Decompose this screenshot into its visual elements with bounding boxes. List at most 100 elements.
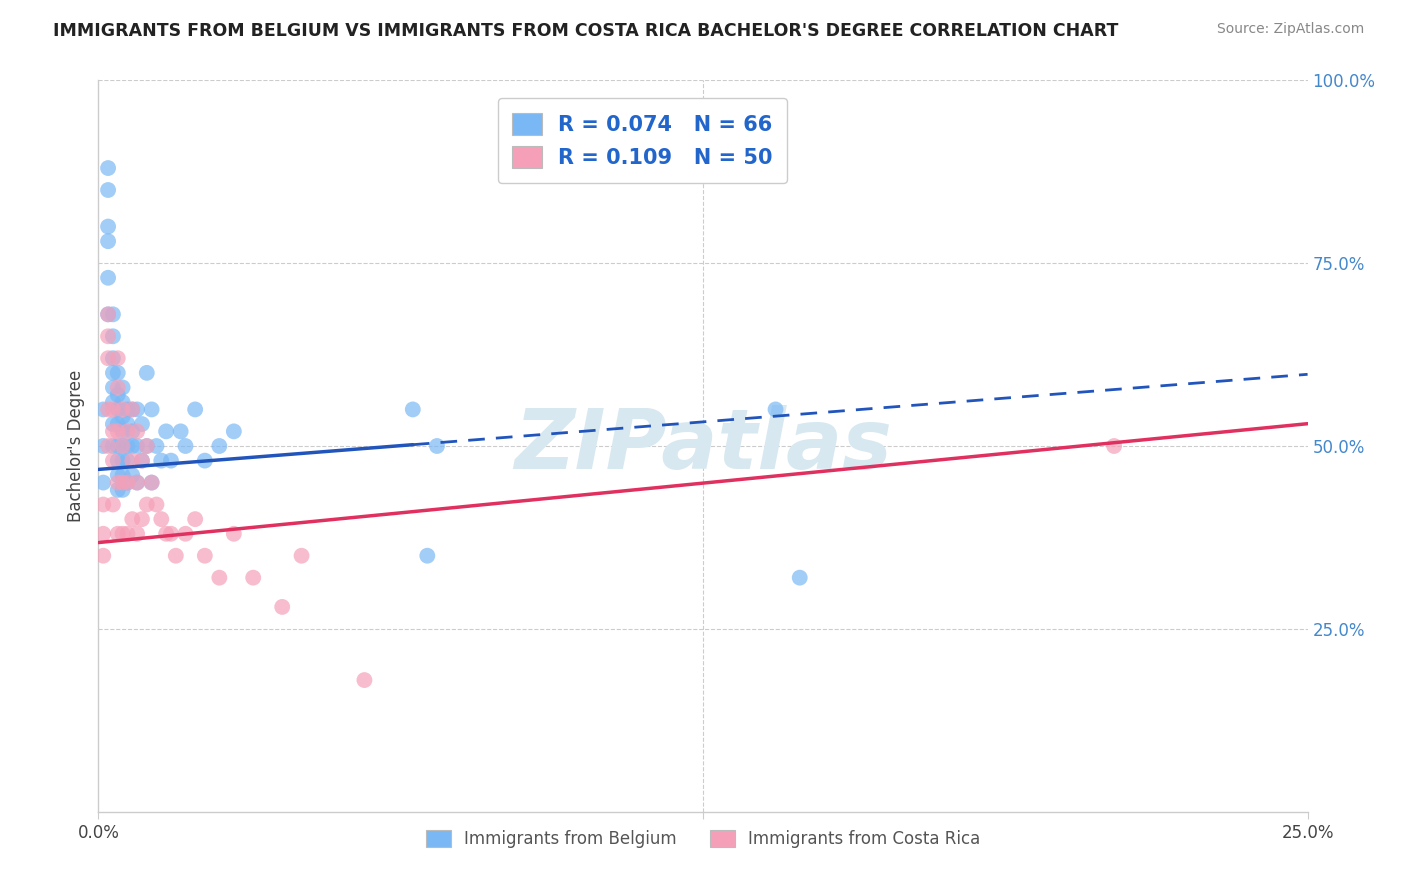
Point — [155, 425, 177, 439]
Point — [131, 417, 153, 431]
Point — [121, 453, 143, 467]
Point — [141, 402, 163, 417]
Point — [91, 526, 114, 541]
Point — [121, 512, 143, 526]
Point — [107, 483, 129, 497]
Point — [101, 351, 124, 366]
Point — [127, 425, 149, 439]
Point — [107, 417, 129, 431]
Point — [416, 549, 439, 563]
Point — [101, 380, 124, 394]
Point — [150, 453, 173, 467]
Point — [107, 380, 129, 394]
Point — [271, 599, 294, 614]
Point — [117, 475, 139, 490]
Point — [111, 409, 134, 424]
Point — [97, 183, 120, 197]
Point — [111, 526, 134, 541]
Point — [107, 439, 129, 453]
Point — [208, 571, 231, 585]
Point — [97, 219, 120, 234]
Point — [789, 571, 811, 585]
Point — [765, 402, 787, 417]
Point — [101, 425, 124, 439]
Point — [111, 395, 134, 409]
Point — [101, 498, 124, 512]
Point — [117, 402, 139, 417]
Point — [97, 161, 120, 175]
Point — [97, 234, 120, 248]
Point — [194, 549, 217, 563]
Point — [131, 512, 153, 526]
Point — [101, 329, 124, 343]
Point — [117, 417, 139, 431]
Point — [165, 549, 187, 563]
Point — [127, 475, 149, 490]
Point — [107, 468, 129, 483]
Point — [222, 425, 245, 439]
Point — [117, 439, 139, 453]
Point — [184, 402, 207, 417]
Point — [101, 395, 124, 409]
Point — [107, 366, 129, 380]
Point — [107, 453, 129, 467]
Point — [121, 425, 143, 439]
Point — [91, 439, 114, 453]
Point — [145, 498, 167, 512]
Text: IMMIGRANTS FROM BELGIUM VS IMMIGRANTS FROM COSTA RICA BACHELOR'S DEGREE CORRELAT: IMMIGRANTS FROM BELGIUM VS IMMIGRANTS FR… — [53, 22, 1119, 40]
Point — [131, 453, 153, 467]
Point — [97, 270, 120, 285]
Point — [111, 402, 134, 417]
Point — [111, 468, 134, 483]
Point — [111, 439, 134, 453]
Text: ZIPatlas: ZIPatlas — [515, 406, 891, 486]
Point — [97, 402, 120, 417]
Legend: Immigrants from Belgium, Immigrants from Costa Rica: Immigrants from Belgium, Immigrants from… — [419, 823, 987, 855]
Point — [97, 439, 120, 453]
Point — [111, 380, 134, 394]
Point — [111, 475, 134, 490]
Point — [101, 366, 124, 380]
Point — [91, 402, 114, 417]
Point — [121, 439, 143, 453]
Point — [117, 526, 139, 541]
Point — [121, 468, 143, 483]
Point — [242, 571, 264, 585]
Point — [101, 417, 124, 431]
Point — [91, 549, 114, 563]
Text: Source: ZipAtlas.com: Source: ZipAtlas.com — [1216, 22, 1364, 37]
Point — [91, 475, 114, 490]
Point — [127, 439, 149, 453]
Point — [141, 475, 163, 490]
Point — [111, 453, 134, 467]
Point — [208, 439, 231, 453]
Point — [107, 388, 129, 402]
Point — [135, 439, 157, 453]
Point — [222, 526, 245, 541]
Point — [127, 475, 149, 490]
Point — [111, 425, 134, 439]
Point — [194, 453, 217, 467]
Point — [135, 498, 157, 512]
Point — [184, 512, 207, 526]
Point — [155, 526, 177, 541]
Point — [150, 512, 173, 526]
Point — [117, 475, 139, 490]
Point — [1102, 439, 1125, 453]
Point — [127, 402, 149, 417]
Point — [117, 425, 139, 439]
Point — [101, 439, 124, 453]
Point — [127, 526, 149, 541]
Point — [97, 351, 120, 366]
Point — [426, 439, 449, 453]
Point — [353, 673, 375, 687]
Point — [107, 402, 129, 417]
Point — [107, 526, 129, 541]
Point — [91, 498, 114, 512]
Point — [145, 439, 167, 453]
Y-axis label: Bachelor's Degree: Bachelor's Degree — [66, 370, 84, 522]
Point — [111, 483, 134, 497]
Point — [97, 307, 120, 321]
Point — [141, 475, 163, 490]
Point — [131, 453, 153, 467]
